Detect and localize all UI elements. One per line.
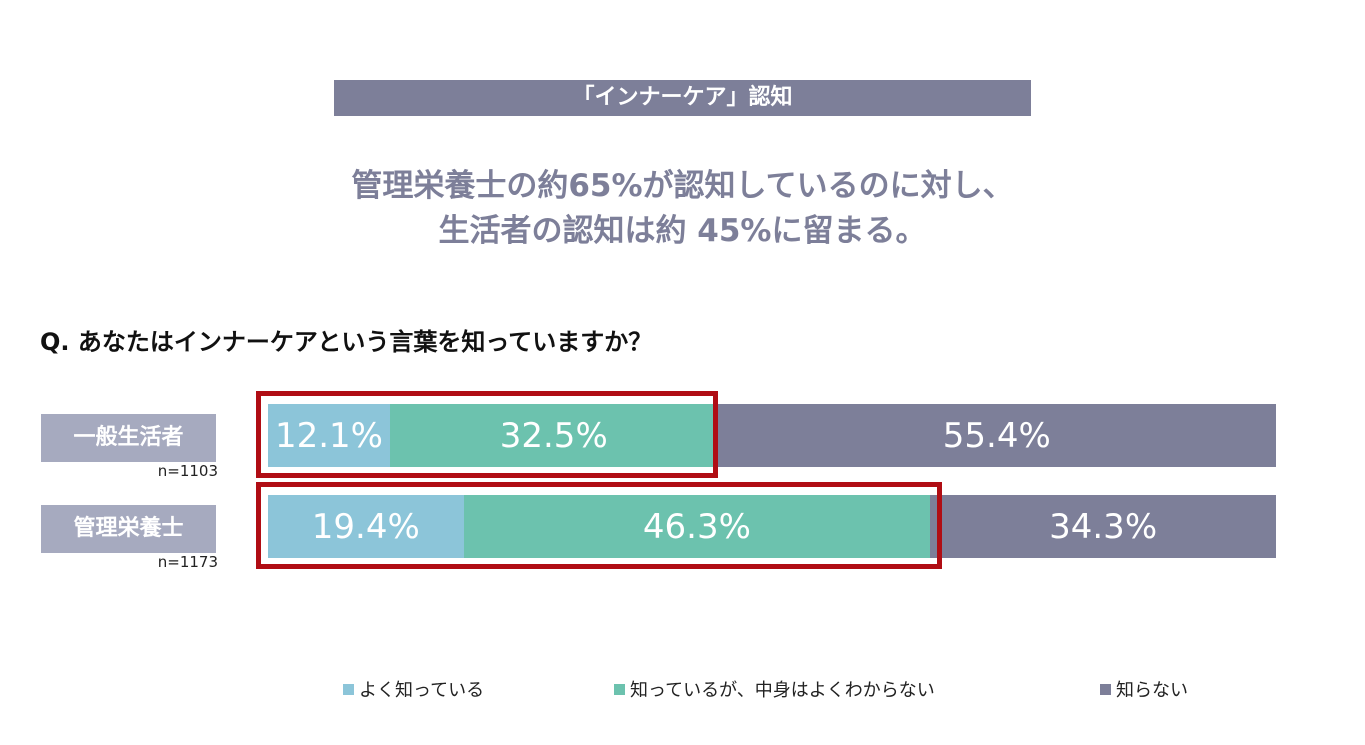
highlight-box: [256, 482, 943, 569]
stacked-bar: 12.1% 32.5% 55.4%: [268, 404, 1276, 467]
data-label: 46.3%: [642, 506, 751, 547]
bar-segment: 12.1%: [268, 404, 390, 467]
data-label: 34.3%: [1049, 506, 1158, 547]
legend-item: 知っているが、中身はよくわからない: [614, 676, 935, 702]
stacked-bar: 19.4% 46.3% 34.3%: [268, 495, 1276, 558]
bar-segment: 46.3%: [463, 495, 931, 558]
legend-item: 知らない: [1100, 676, 1188, 702]
category-label: 一般生活者: [41, 414, 216, 462]
bar-segment: 34.3%: [930, 495, 1276, 558]
sample-size: n=1103: [157, 462, 218, 480]
data-label: 12.1%: [274, 415, 383, 456]
bar-segment: 55.4%: [717, 404, 1276, 467]
legend-swatch: [1100, 683, 1111, 695]
legend-item: よく知っている: [343, 676, 484, 702]
chart-title-banner: 「インナーケア」認知: [334, 80, 1031, 116]
headline-line-1: 管理栄養士の約65%が認知しているのに対し、: [351, 168, 1014, 204]
data-label: 32.5%: [499, 415, 608, 456]
category-label: 管理栄養士: [41, 505, 216, 553]
data-label: 19.4%: [311, 506, 420, 547]
legend-label: 知らない: [1116, 680, 1188, 701]
legend-label: よく知っている: [359, 680, 485, 701]
question-text: Q. あなたはインナーケアという言葉を知っていますか？: [40, 328, 653, 356]
legend-swatch: [614, 683, 625, 695]
legend-label: 知っているが、中身はよくわからない: [630, 680, 935, 701]
headline-line-2: 生活者の認知は約 45%に留まる。: [438, 213, 927, 249]
legend-swatch: [343, 683, 354, 695]
data-label: 55.4%: [942, 415, 1051, 456]
bar-segment: 32.5%: [389, 404, 718, 467]
highlight-box: [256, 391, 718, 478]
bar-segment: 19.4%: [268, 495, 464, 558]
sample-size: n=1173: [157, 553, 218, 571]
